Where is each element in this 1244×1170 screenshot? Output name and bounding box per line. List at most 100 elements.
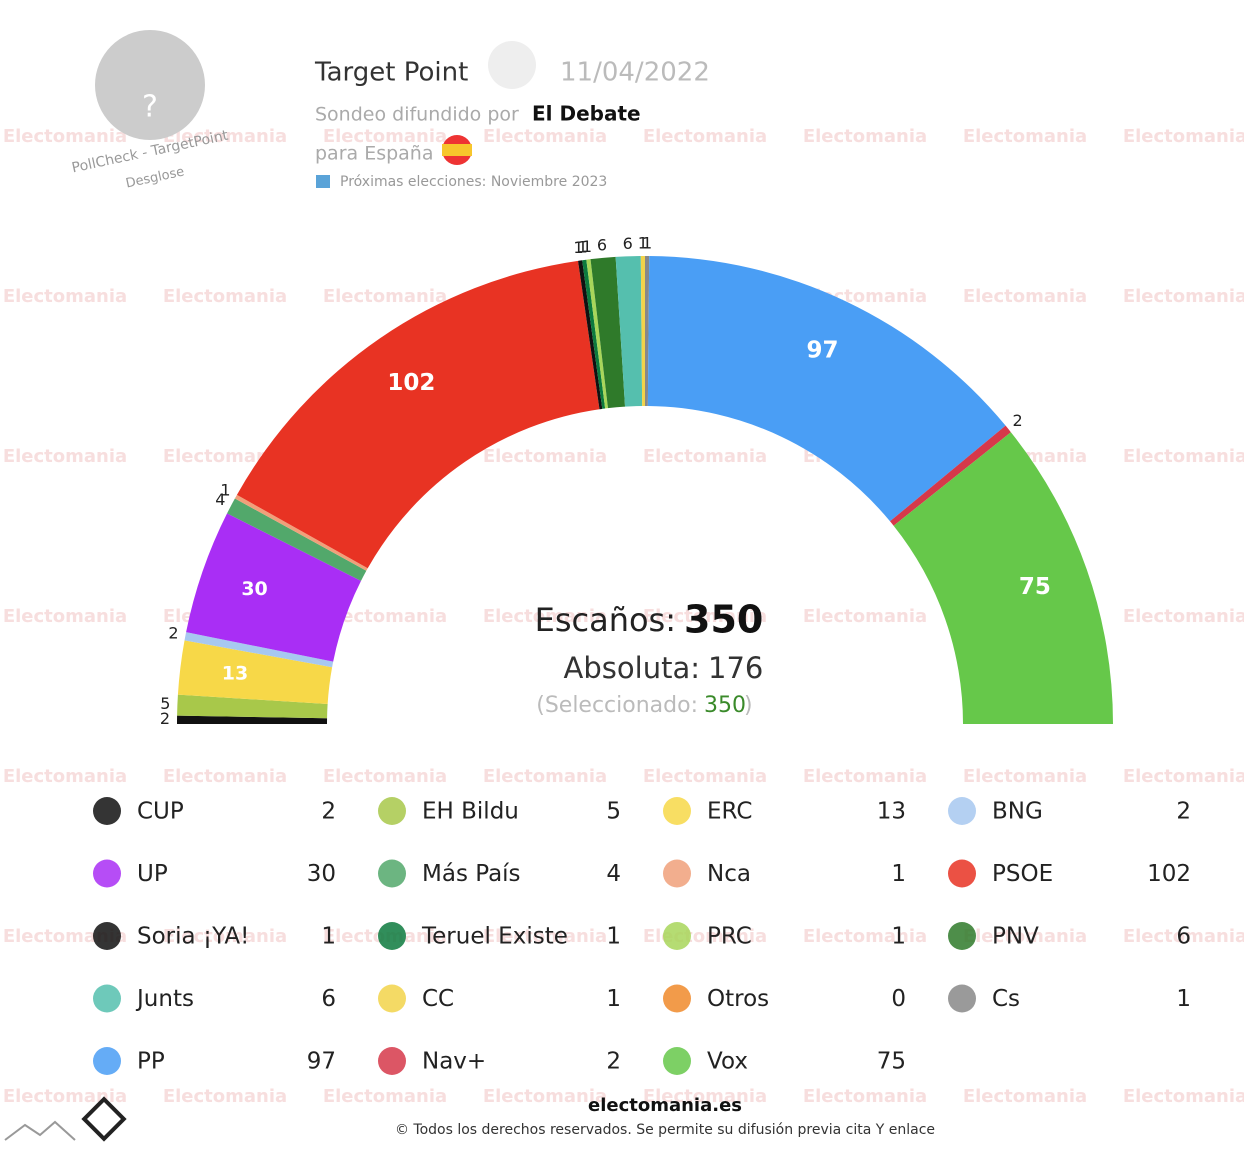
- watermark: Electomania: [323, 766, 447, 787]
- watermark: Electomania: [323, 1086, 447, 1107]
- breakdown-link[interactable]: Desglose: [124, 164, 185, 191]
- watermark: Electomania: [3, 126, 127, 147]
- seat-label: 97: [807, 338, 839, 364]
- watermark: Electomania: [643, 126, 767, 147]
- watermark: Electomania: [163, 126, 287, 147]
- legend-icon: [378, 922, 406, 950]
- legend-value: 75: [877, 1049, 906, 1075]
- seat-segment: [177, 640, 333, 705]
- watermark: Electomania: [643, 766, 767, 787]
- watermark: Electomania: [483, 926, 607, 947]
- watermark: Electomania: [323, 606, 447, 627]
- legend-icon: [663, 922, 691, 950]
- seat-segment: [177, 715, 328, 724]
- watermark: Electomania: [643, 606, 767, 627]
- watermark: Electomania: [483, 606, 607, 627]
- seat-segment: [890, 425, 1011, 526]
- legend-value: 2: [1176, 799, 1191, 825]
- watermark: Electomania: [163, 286, 287, 307]
- watermark: Electomania: [483, 766, 607, 787]
- watermark: Electomania: [963, 1086, 1087, 1107]
- seat-label: 1: [642, 234, 652, 253]
- seat-label: 1: [573, 238, 583, 257]
- legend-value: 1: [606, 924, 621, 950]
- legend-value: 102: [1147, 861, 1191, 887]
- seat-label: 1: [638, 234, 648, 253]
- flag-stripe: [442, 144, 472, 156]
- watermark: Electomania: [483, 1086, 607, 1107]
- legend-name: Teruel Existe: [421, 924, 568, 950]
- legend-name: Nca: [707, 861, 751, 887]
- selected-label: (Seleccionado:: [536, 693, 698, 718]
- legend: CUP 2 EH Bildu 5 ERC 13 BNG 2 UP 30 Más País 4 Nca 1 P…: [93, 797, 1191, 1075]
- legend-icon: [663, 797, 691, 825]
- seat-label: 102: [387, 370, 435, 396]
- watermark: Electomania: [643, 1086, 767, 1107]
- legend-icon: [378, 797, 406, 825]
- legend-icon: [93, 1047, 121, 1075]
- seat-label: 2: [168, 624, 178, 643]
- pollster: Target Point: [314, 58, 468, 88]
- legend-value: 2: [606, 1049, 621, 1075]
- legend-name: ERC: [707, 799, 752, 825]
- seat-segment: [236, 260, 600, 569]
- legend-value: 1: [891, 924, 906, 950]
- pollster-logo: [488, 41, 536, 89]
- seat-segment: [234, 494, 368, 571]
- legend-name: Soria ¡YA!: [137, 924, 249, 950]
- legend-value: 4: [606, 861, 621, 887]
- seat-segment: [184, 632, 334, 668]
- watermark: Electomania: [3, 286, 127, 307]
- watermark: Electomania: [963, 926, 1087, 947]
- seat-label: 2: [160, 709, 170, 728]
- sponsor: El Debate: [532, 102, 641, 126]
- watermark: Electomania: [163, 446, 287, 467]
- avatar-text: ?: [142, 90, 158, 125]
- legend-name: EH Bildu: [422, 799, 519, 825]
- legend-value: 1: [891, 861, 906, 887]
- legend-value: 30: [307, 861, 336, 887]
- watermark: Electomania: [803, 606, 927, 627]
- watermark: Electomania: [963, 286, 1087, 307]
- watermark: Electomania: [483, 446, 607, 467]
- watermark: Electomania: [1123, 766, 1244, 787]
- legend-icon: [93, 922, 121, 950]
- footer-logo: [81, 1096, 127, 1142]
- seat-label: 6: [597, 235, 607, 254]
- watermark: Electomania: [1123, 926, 1244, 947]
- legend-value: 5: [606, 799, 621, 825]
- legend-icon: [663, 984, 691, 1013]
- legend-value: 97: [307, 1049, 336, 1075]
- watermark: Electomania: [1123, 286, 1244, 307]
- watermark: Electomania: [323, 286, 447, 307]
- legend-icon: [93, 984, 121, 1013]
- watermark: Electomania: [3, 766, 127, 787]
- seat-segment: [647, 256, 1006, 522]
- sponsor-prefix: Sondeo difundido por: [315, 104, 519, 126]
- legend-icon: [378, 859, 406, 888]
- footer-mountains: [4, 1120, 76, 1141]
- seat-segment: [177, 694, 328, 719]
- legend-icon: [378, 1047, 406, 1075]
- seat-segment: [227, 498, 367, 581]
- seat-label: 6: [623, 234, 633, 253]
- selected-close: ): [744, 693, 753, 718]
- seat-segment: [586, 259, 608, 409]
- watermark: Electomania: [803, 126, 927, 147]
- legend-name: Junts: [135, 986, 194, 1012]
- watermark: Electomania: [963, 126, 1087, 147]
- legend-name: Vox: [707, 1049, 748, 1075]
- legend-icon: [948, 797, 976, 825]
- legend-name: Más País: [422, 861, 521, 887]
- legend-icon: [93, 859, 121, 888]
- seat-label: 75: [1019, 574, 1051, 600]
- seat-label: 4: [215, 490, 225, 509]
- watermark: Electomania: [163, 766, 287, 787]
- legend-name: Nav+: [422, 1049, 486, 1075]
- legend-icon: [948, 922, 976, 950]
- seat-label: 2: [1012, 411, 1022, 430]
- legend-icon: [663, 859, 691, 888]
- legend-value: 6: [321, 986, 336, 1012]
- watermark: Electomania: [3, 606, 127, 627]
